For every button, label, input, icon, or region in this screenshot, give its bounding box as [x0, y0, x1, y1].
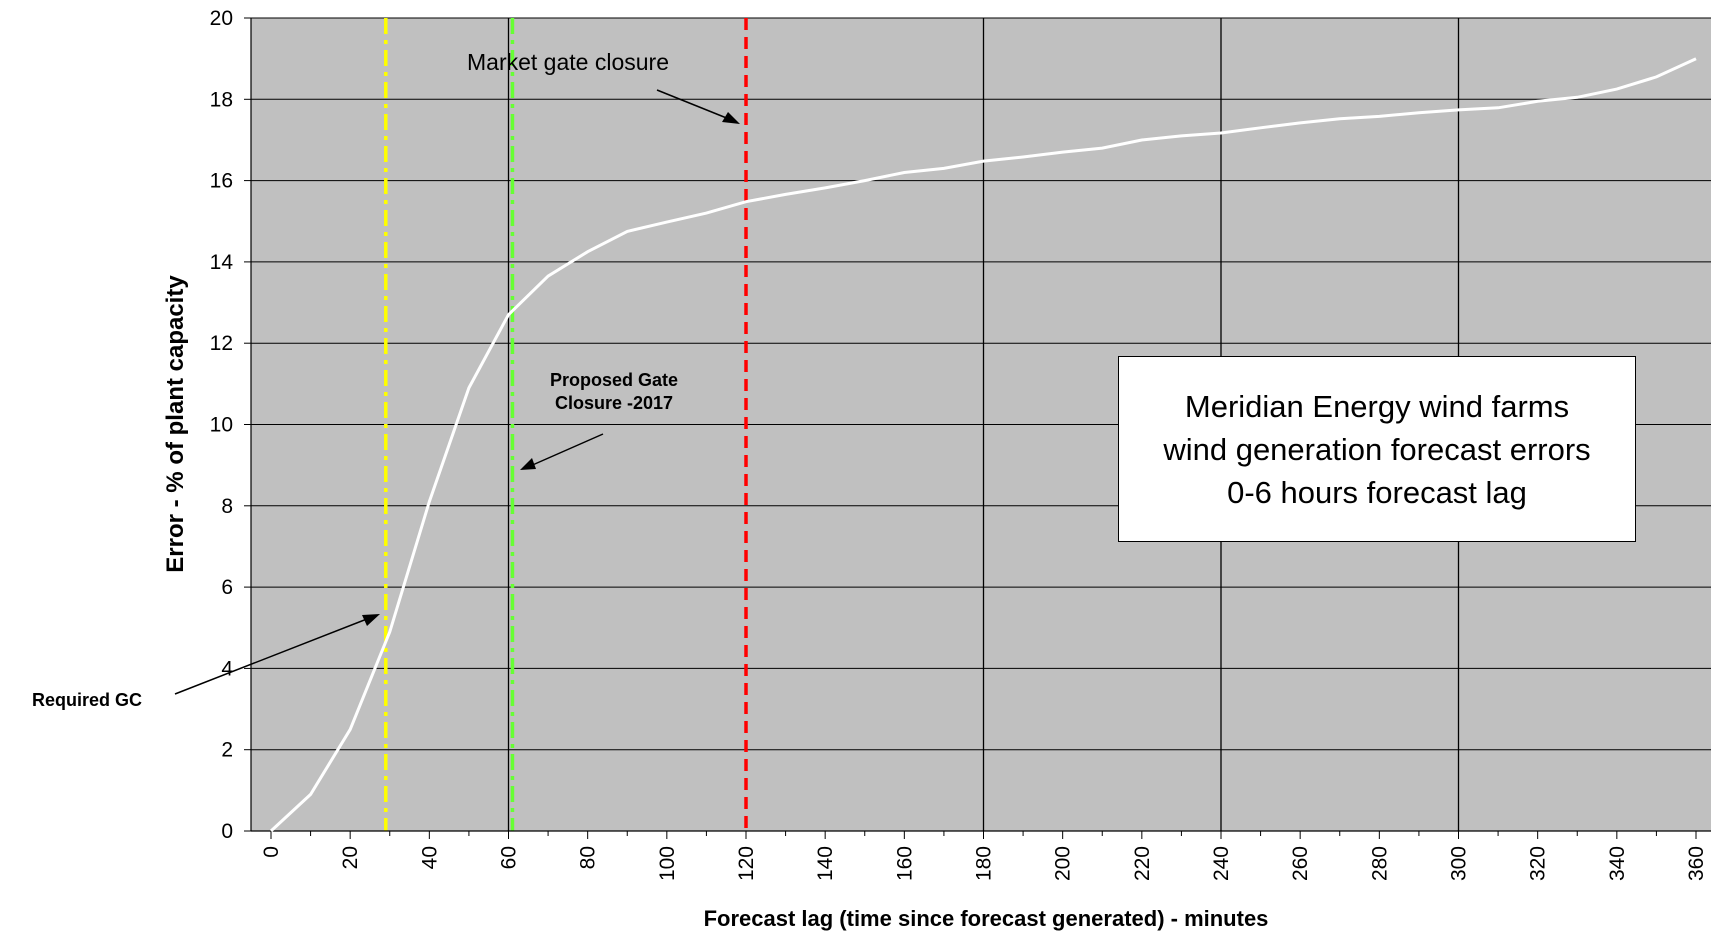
market-gate-arrow: [656, 89, 735, 122]
x-tick-label: 40: [418, 846, 441, 869]
x-tick-label: 20: [339, 846, 362, 869]
y-tick-label: 10: [210, 414, 233, 437]
y-tick-label: 8: [221, 495, 233, 518]
y-axis-title: Error - % of plant capacity: [162, 275, 189, 573]
x-tick-label: 140: [814, 846, 837, 881]
required-gc-arrowhead: [362, 614, 380, 626]
y-tick-label: 18: [210, 88, 233, 111]
x-tick-label: 320: [1527, 846, 1550, 881]
x-tick-label: 280: [1368, 846, 1391, 881]
x-tick-label: 180: [973, 846, 996, 881]
required-gc-label: Required GC: [32, 690, 142, 710]
x-tick-label: 60: [498, 846, 521, 869]
x-tick-label: 340: [1606, 846, 1629, 881]
chart-info-box: Meridian Energy wind farms wind generati…: [1118, 356, 1636, 542]
x-tick-label: 200: [1052, 846, 1075, 881]
x-tick-label: 100: [656, 846, 679, 881]
market-gate-arrowhead: [722, 112, 740, 124]
y-tick-labels: 0 2 4 6 8 10 12 14 16 18 20: [210, 7, 234, 843]
y-tick-label: 12: [210, 332, 233, 355]
info-box-line1: Meridian Energy wind farms: [1184, 388, 1570, 424]
y-tick-label: 14: [210, 251, 234, 274]
x-tick-label: 300: [1448, 846, 1471, 881]
x-tick-label: 220: [1131, 846, 1154, 881]
x-axis-title: Forecast lag (time since forecast genera…: [704, 906, 1269, 931]
x-tick-label: 360: [1685, 846, 1708, 881]
proposed-gate-label-line1: Proposed Gate: [550, 370, 678, 390]
x-tick-label: 240: [1210, 846, 1233, 881]
y-tick-label: 4: [221, 657, 233, 680]
x-tick-labels: 0 20 40 60 80 100 120 140 160 180 200 220 240 260 280 3…: [260, 831, 1708, 881]
proposed-gate-arrow: [527, 433, 604, 468]
series-line: [269, 57, 1697, 833]
y-tick-label: 2: [221, 739, 233, 762]
x-tick-label: 260: [1289, 846, 1312, 881]
x-tick-label: 160: [893, 846, 916, 881]
y-tick-label: 20: [210, 7, 233, 30]
x-tick-label: 80: [577, 846, 600, 869]
x-tick-label: 120: [735, 846, 758, 881]
proposed-gate-arrowhead: [520, 458, 536, 470]
proposed-gate-label-line2: Closure -2017: [555, 393, 673, 413]
info-box-line3: 0-6 hours forecast lag: [1227, 474, 1527, 510]
required-gc-arrow: [174, 616, 373, 695]
market-gate-closure-label: Market gate closure: [467, 49, 669, 75]
info-box-line2: wind generation forecast errors: [1163, 431, 1591, 467]
x-tick-label: 0: [260, 846, 283, 858]
axes: [250, 18, 1711, 832]
y-tick-label: 0: [221, 820, 233, 843]
y-tick-label: 16: [210, 170, 233, 193]
y-tick-label: 6: [221, 576, 233, 599]
